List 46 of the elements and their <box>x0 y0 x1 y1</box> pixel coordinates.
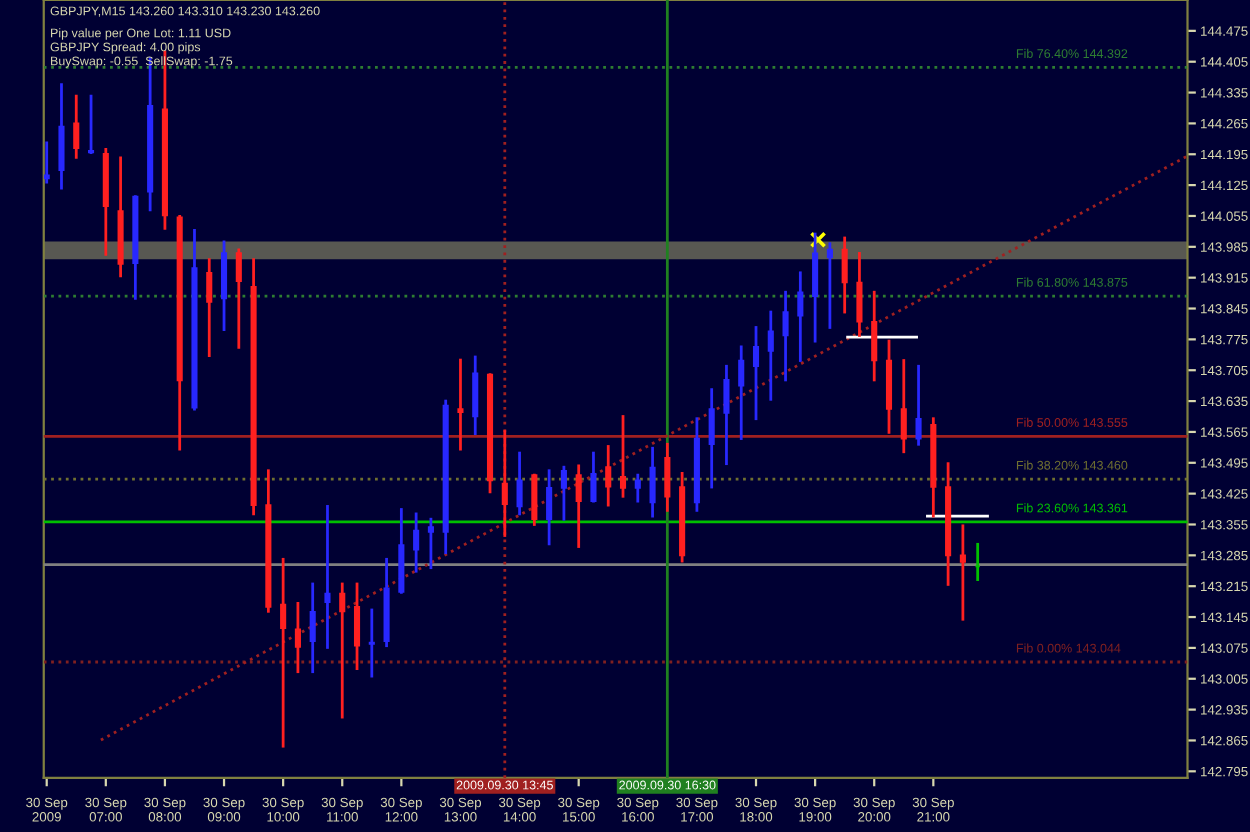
candlestick <box>73 94 80 159</box>
candlestick <box>871 290 878 382</box>
candlestick <box>413 512 420 573</box>
candlestick <box>560 465 567 521</box>
candlestick <box>619 415 627 498</box>
candlestick <box>605 445 612 507</box>
candlestick <box>472 355 479 436</box>
candlestick <box>797 271 804 362</box>
candlestick <box>398 508 405 594</box>
candlestick <box>812 232 819 343</box>
candlestick <box>634 473 641 503</box>
candlestick <box>664 442 671 512</box>
candlestick <box>738 345 745 440</box>
candlestick <box>206 258 213 358</box>
candlestick <box>723 364 730 466</box>
candlestick <box>87 94 95 154</box>
candlestick <box>516 451 523 516</box>
candlestick <box>220 240 228 332</box>
candlestick <box>915 364 922 446</box>
candlestick <box>767 310 774 401</box>
candlestick <box>339 582 346 719</box>
candlestick <box>900 359 907 454</box>
candlestick <box>856 252 863 337</box>
candlestick <box>43 141 50 184</box>
candlestick <box>368 608 375 678</box>
candlestick <box>501 430 508 537</box>
candlestick <box>294 601 301 674</box>
candlestick <box>280 557 287 748</box>
candlestick <box>309 582 316 674</box>
candlestick <box>58 83 65 190</box>
candlestick <box>649 446 656 518</box>
candlestick <box>457 358 464 451</box>
candlestick <box>575 464 582 548</box>
candlestick <box>235 248 242 349</box>
candlestick <box>826 242 833 329</box>
candlestick <box>324 505 331 649</box>
candlestick <box>590 451 597 503</box>
candlestick <box>959 524 966 621</box>
candlestick <box>841 236 848 314</box>
candlestick <box>752 326 760 421</box>
candlestick <box>353 582 361 670</box>
candlestick <box>708 388 715 489</box>
candlestick <box>546 469 553 546</box>
candlestick <box>427 517 434 570</box>
candlestick <box>531 473 538 526</box>
candlestick <box>782 290 789 382</box>
